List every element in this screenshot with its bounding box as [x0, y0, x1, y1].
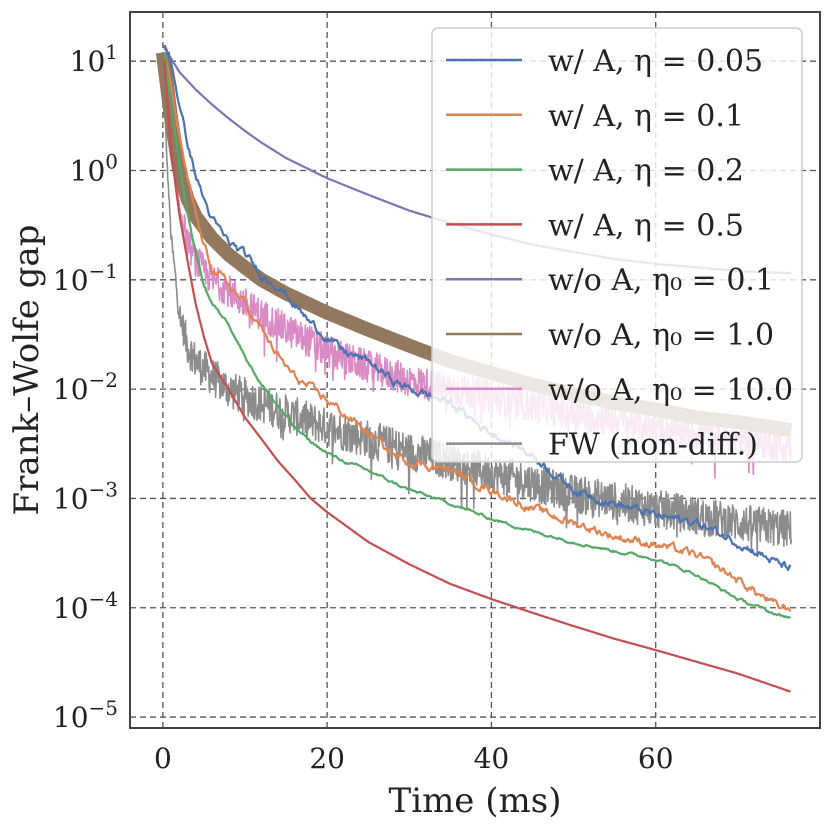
y-tick-label: 100 [70, 150, 118, 188]
y-axis-label: Frank–Wolfe gap [7, 225, 47, 516]
legend-entry-label: FW (non-diff.) [548, 428, 758, 463]
legend-entry-label: w/o A, η₀ = 0.1 [548, 263, 774, 298]
y-tick-label: 10−1 [53, 259, 118, 297]
y-tick-label: 10−4 [53, 587, 118, 625]
y-tick-label: 10−2 [53, 368, 118, 406]
series-line [162, 52, 793, 557]
legend-box [431, 27, 803, 463]
x-axis-label: Time (ms) [389, 781, 562, 821]
legend-entry-label: w/ A, η = 0.5 [548, 208, 744, 243]
legend-entry-label: w/ A, η = 0.1 [548, 99, 744, 134]
y-tick-label: 10−5 [53, 696, 118, 734]
legend-entry-label: w/ A, η = 0.05 [548, 44, 763, 79]
legend-entry-label: w/o A, η₀ = 1.0 [548, 318, 774, 353]
axis-ticks: 0 20 40 60 101 100 10−1 10−2 10−3 10−4 10−5 [53, 40, 674, 775]
legend-entry-label: w/ A, η = 0.2 [548, 154, 744, 189]
x-tick-label: 20 [309, 742, 345, 775]
y-tick-label: 10−3 [53, 477, 118, 515]
x-tick-label: 0 [154, 742, 172, 775]
plot-frame [129, 11, 821, 729]
series-line [163, 52, 792, 613]
y-tick-label: 101 [70, 40, 118, 78]
legend: w/ A, η = 0.05 w/ A, η = 0.1 w/ A, η = 0.2… [431, 27, 803, 463]
series-line [163, 61, 791, 693]
x-tick-label: 60 [638, 742, 674, 775]
legend-entry-label: w/o A, η₀ = 10.0 [548, 373, 793, 408]
series-line [163, 52, 791, 619]
x-tick-label: 40 [474, 742, 510, 775]
